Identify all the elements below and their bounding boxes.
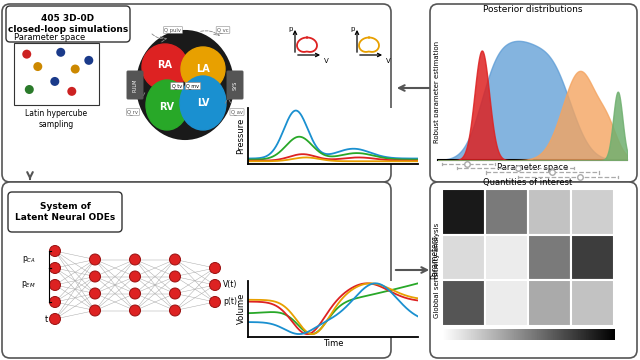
Text: V: V (324, 148, 329, 154)
Ellipse shape (181, 47, 225, 91)
Text: Q_vc: Q_vc (217, 27, 229, 33)
Circle shape (56, 48, 65, 57)
Title: Quantities of interest: Quantities of interest (483, 178, 573, 187)
Title: Posterior distributions: Posterior distributions (483, 5, 582, 14)
Ellipse shape (180, 76, 226, 130)
X-axis label: Time: Time (323, 339, 344, 348)
FancyBboxPatch shape (2, 4, 391, 182)
Text: Latin hypercube
sampling: Latin hypercube sampling (25, 109, 87, 129)
Text: p: p (351, 116, 355, 122)
Circle shape (49, 314, 61, 324)
Text: LV: LV (197, 98, 209, 108)
Text: V: V (386, 58, 391, 64)
Circle shape (90, 305, 100, 316)
FancyBboxPatch shape (430, 4, 637, 182)
Circle shape (170, 288, 180, 299)
Circle shape (49, 279, 61, 291)
Ellipse shape (146, 80, 188, 130)
Circle shape (129, 254, 141, 265)
Circle shape (49, 246, 61, 256)
Text: SYS: SYS (232, 80, 237, 90)
FancyBboxPatch shape (227, 71, 243, 99)
Text: p$_{CA}$: p$_{CA}$ (22, 254, 36, 265)
Bar (442, 189, 485, 235)
Text: Q_av: Q_av (230, 109, 243, 115)
Bar (442, 280, 485, 326)
Text: PULM: PULM (132, 78, 138, 92)
Ellipse shape (142, 44, 188, 90)
Circle shape (209, 279, 221, 291)
Text: Parameter space: Parameter space (14, 33, 85, 42)
FancyBboxPatch shape (127, 71, 143, 99)
Y-axis label: Pressure: Pressure (237, 118, 246, 154)
Bar (572, 235, 614, 280)
Text: Robust parameter estimation: Robust parameter estimation (434, 41, 440, 143)
Circle shape (51, 77, 60, 86)
Circle shape (49, 297, 61, 307)
Text: p: p (351, 26, 355, 32)
Circle shape (67, 87, 76, 96)
Circle shape (90, 254, 100, 265)
Text: System of
Latent Neural ODEs: System of Latent Neural ODEs (15, 202, 115, 222)
Text: RV: RV (159, 102, 175, 112)
Y-axis label: Volume: Volume (237, 293, 246, 324)
Circle shape (129, 271, 141, 282)
Circle shape (129, 288, 141, 299)
Circle shape (129, 305, 141, 316)
Text: p: p (289, 26, 293, 32)
Text: Globbal sensitivity analysis: Globbal sensitivity analysis (434, 222, 440, 318)
X-axis label: Parameter space: Parameter space (497, 163, 568, 172)
Text: V(t): V(t) (223, 280, 237, 289)
Bar (485, 280, 528, 326)
Circle shape (84, 56, 93, 65)
Circle shape (25, 85, 34, 94)
Circle shape (209, 262, 221, 274)
Y-axis label: Parameters: Parameters (430, 235, 439, 279)
X-axis label: Sobol indices: Sobol indices (503, 330, 553, 339)
Text: V: V (324, 58, 329, 64)
Circle shape (90, 271, 100, 282)
Circle shape (170, 305, 180, 316)
FancyBboxPatch shape (430, 182, 637, 358)
Bar (572, 280, 614, 326)
Text: V: V (386, 148, 391, 154)
Text: 405 3D-0D
closed-loop simulations: 405 3D-0D closed-loop simulations (8, 14, 128, 35)
Text: p(t): p(t) (223, 297, 237, 306)
Circle shape (170, 271, 180, 282)
Text: Q_mv: Q_mv (186, 83, 200, 89)
Bar (528, 235, 572, 280)
Text: p: p (289, 116, 293, 122)
Text: Q_rv: Q_rv (127, 109, 139, 115)
Text: Q_pulv: Q_pulv (164, 27, 182, 33)
Circle shape (170, 254, 180, 265)
Bar (442, 235, 485, 280)
FancyBboxPatch shape (8, 192, 122, 232)
FancyBboxPatch shape (14, 43, 99, 105)
Circle shape (33, 62, 42, 71)
Text: t: t (45, 315, 48, 324)
Text: Q_tv: Q_tv (172, 83, 182, 89)
FancyBboxPatch shape (2, 182, 391, 358)
Text: LA: LA (196, 64, 210, 74)
Circle shape (209, 297, 221, 307)
Bar (528, 189, 572, 235)
Circle shape (90, 288, 100, 299)
Circle shape (49, 262, 61, 274)
Text: RA: RA (157, 60, 173, 70)
Circle shape (70, 64, 80, 73)
Ellipse shape (137, 31, 233, 139)
FancyBboxPatch shape (6, 6, 130, 42)
Bar (572, 189, 614, 235)
Circle shape (22, 50, 31, 59)
Bar (485, 235, 528, 280)
Bar (528, 280, 572, 326)
Text: p$_{EM}$: p$_{EM}$ (21, 279, 36, 291)
Bar (485, 189, 528, 235)
